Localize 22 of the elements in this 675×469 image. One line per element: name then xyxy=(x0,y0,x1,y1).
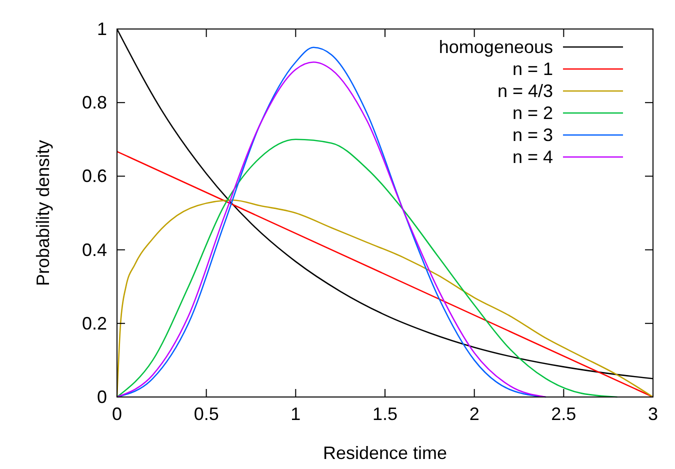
x-tick-label: 2 xyxy=(469,404,480,424)
legend-label: n = 1 xyxy=(512,59,553,79)
x-axis-title: Residence time xyxy=(322,443,448,463)
legend-label: n = 4 xyxy=(512,147,553,167)
legend-label: n = 3 xyxy=(512,125,553,145)
legend-label: n = 4/3 xyxy=(497,81,553,101)
x-tick-label: 0.5 xyxy=(194,404,219,424)
legend-label: n = 2 xyxy=(512,103,553,123)
y-tick-label: 0.6 xyxy=(82,166,107,186)
x-tick-label: 0 xyxy=(112,404,122,424)
y-tick-label: 1 xyxy=(96,19,107,39)
x-tick-label: 1.5 xyxy=(372,404,398,424)
y-tick-label: 0.8 xyxy=(82,92,107,113)
x-tick-label: 2.5 xyxy=(551,404,576,424)
y-tick-label: 0.2 xyxy=(82,313,107,334)
x-tick-label: 3 xyxy=(648,404,658,424)
line-series xyxy=(116,199,654,398)
y-tick-label: 0.4 xyxy=(82,240,107,260)
legend-label: homogeneous xyxy=(438,37,553,57)
y-tick-label: 0 xyxy=(96,387,107,407)
y-axis-title: Probability density xyxy=(33,140,53,286)
x-tick-label: 1 xyxy=(290,404,301,424)
